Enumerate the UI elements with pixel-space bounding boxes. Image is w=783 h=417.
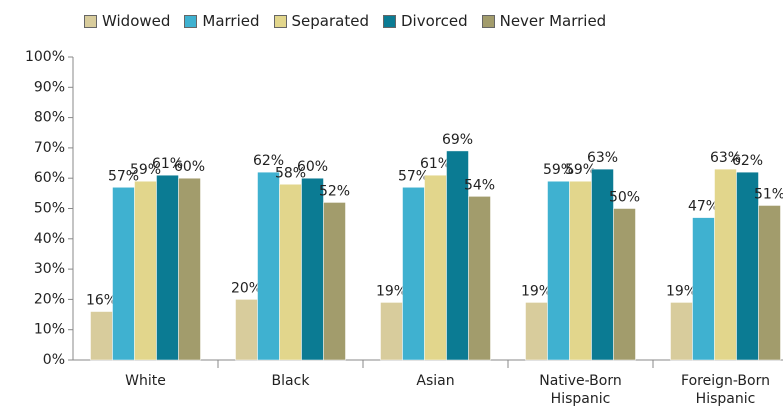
bar [156,174,179,361]
bar [178,177,201,361]
value-label: 19% [666,283,697,299]
bar [525,302,548,361]
value-label: 62% [253,153,284,169]
value-label: 19% [376,283,407,299]
legend-item: Never Married [481,12,607,30]
x-tick-label: Black [271,373,310,389]
x-tick-label: White [125,373,166,389]
bar [112,187,135,361]
y-tick-label: 90% [34,79,65,95]
legend-item: Divorced [382,12,468,30]
y-tick-label: 20% [34,291,65,307]
bar [134,180,157,361]
value-label: 61% [152,156,183,172]
value-label: 61% [420,156,451,172]
y-tick-label: 0% [43,352,65,368]
value-label: 60% [297,159,328,175]
legend-label: Married [202,12,260,30]
value-label: 59% [130,162,161,178]
legend-swatch [382,14,396,28]
bar [323,202,346,361]
y-tick-label: 70% [34,140,65,156]
bar [714,168,737,361]
bar [692,217,715,361]
bar [468,196,491,361]
value-label: 58% [275,165,306,181]
legend: Widowed Married Separated Divorced Never Mar… [84,12,606,30]
bar [90,311,113,361]
y-tick-label: 40% [34,231,65,247]
legend-label: Never Married [499,12,607,30]
value-label: 50% [609,190,640,206]
y-tick-label: 30% [34,261,65,277]
bar [279,184,302,361]
value-label: 69% [442,132,473,148]
y-tick-label: 10% [34,322,65,338]
bar [547,180,570,361]
y-tick-label: 100% [25,49,65,65]
bar [235,299,258,361]
value-label: 20% [231,280,262,296]
legend-label: Widowed [102,12,171,30]
bar [613,208,636,361]
x-tick-label: Native-Born Hispanic [539,373,622,407]
legend-swatch [273,14,287,28]
bar [758,205,781,361]
value-label: 52% [319,183,350,199]
bar [380,302,403,361]
bar [301,177,324,361]
value-label: 51% [754,186,783,202]
legend-item: Separated [273,12,369,30]
bar [569,180,592,361]
value-label: 63% [710,150,741,166]
legend-swatch [481,14,495,28]
value-label: 62% [732,153,763,169]
value-label: 59% [565,162,596,178]
legend-item: Widowed [84,12,170,30]
value-label: 57% [108,168,139,184]
legend-swatch [184,14,198,28]
value-label: 57% [398,168,429,184]
value-label: 60% [174,159,205,175]
bar [670,302,693,361]
legend-item: Married [184,12,260,30]
x-tick-label: Asian [416,373,455,389]
value-label: 16% [86,293,117,309]
legend-swatch [84,14,97,28]
value-label: 63% [587,150,618,166]
legend-label: Separated [291,12,369,30]
value-label: 47% [688,199,719,215]
x-tick-label: Foreign-Born Hispanic [681,373,770,407]
y-tick-label: 80% [34,110,65,126]
bar [424,174,447,361]
bar [402,187,425,361]
y-tick-label: 50% [34,201,65,217]
value-label: 54% [464,177,495,193]
value-label: 59% [543,162,574,178]
bar [257,171,280,361]
value-label: 19% [521,283,552,299]
legend-label: Divorced [400,12,468,30]
y-tick-label: 60% [34,170,65,186]
